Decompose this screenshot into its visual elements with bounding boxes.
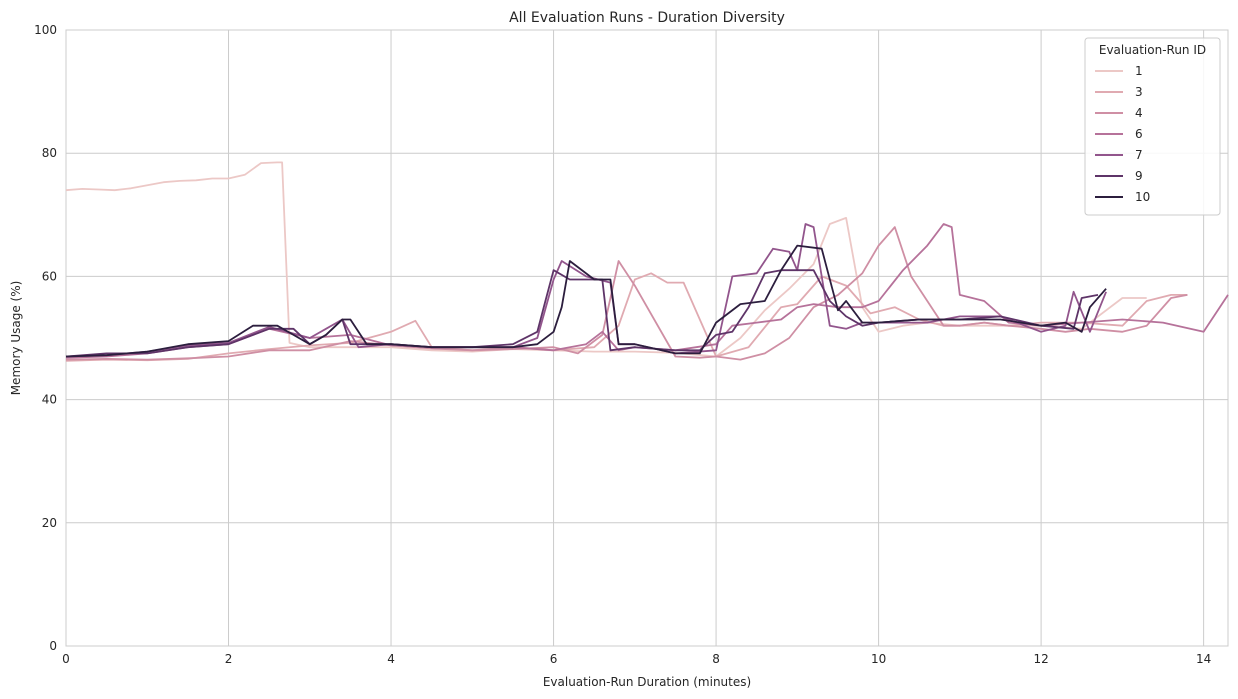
x-axis-label: Evaluation-Run Duration (minutes): [543, 675, 751, 689]
plot-frame: [65, 29, 1229, 647]
y-tick-label: 0: [49, 639, 57, 653]
y-tick-label: 20: [42, 516, 57, 530]
legend-label-3: 3: [1135, 85, 1143, 99]
legend-label-9: 9: [1135, 169, 1143, 183]
legend-label-6: 6: [1135, 127, 1143, 141]
legend-label-1: 1: [1135, 64, 1143, 78]
legend-label-7: 7: [1135, 148, 1143, 162]
x-tick-label: 0: [62, 652, 70, 666]
series-line-6: [65, 223, 1229, 359]
legend-title: Evaluation-Run ID: [1099, 43, 1206, 57]
series-layer: [65, 161, 1229, 362]
x-tick-label: 8: [712, 652, 720, 666]
y-tick-label: 100: [34, 23, 57, 37]
x-tick-label: 10: [871, 652, 886, 666]
x-tick-label: 2: [225, 652, 233, 666]
legend-label-10: 10: [1135, 190, 1150, 204]
y-axis-label: Memory Usage (%): [9, 281, 23, 396]
x-tick-label: 6: [550, 652, 558, 666]
legend-label-4: 4: [1135, 106, 1143, 120]
series-line-10: [65, 244, 1107, 358]
series-line-4: [65, 226, 1188, 361]
legend-box: [1084, 37, 1221, 216]
x-tick-label: 4: [387, 652, 395, 666]
chart-title: All Evaluation Runs - Duration Diversity: [509, 10, 785, 26]
legend-items: 1 3 4 6 7 9 10: [1095, 64, 1150, 204]
x-tick-label: 14: [1196, 652, 1211, 666]
legend: Evaluation-Run ID 1 3 4 6 7 9 10: [1084, 37, 1221, 216]
y-tick-label: 80: [42, 146, 57, 160]
y-tick-label: 60: [42, 269, 57, 283]
x-tick-label: 12: [1033, 652, 1048, 666]
y-tick-label: 40: [42, 393, 57, 407]
